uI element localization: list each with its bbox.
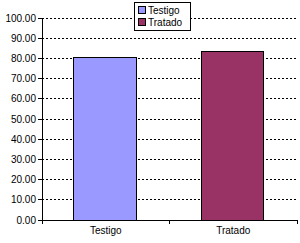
y-tick — [38, 38, 42, 39]
legend-swatch — [138, 18, 145, 25]
y-tick-label: 70.00 — [11, 73, 36, 84]
y-tick-label: 30.00 — [11, 154, 36, 165]
y-tick — [38, 199, 42, 200]
y-tick — [38, 18, 42, 19]
grid-line — [42, 38, 297, 39]
y-tick-label: 90.00 — [11, 33, 36, 44]
bars — [74, 52, 264, 220]
bar — [74, 58, 136, 220]
legend-swatch — [138, 6, 145, 13]
y-tick — [38, 119, 42, 120]
chart-container: 0.00 10.00 20.00 30.00 40.00 50.00 60.00 70.00 8… — [0, 0, 300, 243]
bar — [201, 52, 263, 220]
y-tick-label: 0.00 — [17, 215, 37, 226]
y-tick-label: 40.00 — [11, 134, 36, 145]
x-tick — [169, 220, 170, 224]
x-tick — [297, 220, 298, 224]
y-tick-label: 20.00 — [11, 174, 36, 185]
x-tick-label: Testigo — [90, 225, 122, 236]
y-tick-label: 60.00 — [11, 93, 36, 104]
y-tick-label: 10.00 — [11, 194, 36, 205]
x-tick-label: Tratado — [216, 225, 251, 236]
y-tick — [38, 98, 42, 99]
y-axis — [42, 18, 43, 220]
y-tick — [38, 58, 42, 59]
y-tick-label: 50.00 — [11, 114, 36, 125]
y-tick-label: 100.00 — [5, 13, 36, 24]
y-tick — [38, 139, 42, 140]
x-tick — [42, 220, 43, 224]
y-tick — [38, 159, 42, 160]
legend-label: Testigo — [148, 5, 180, 16]
legend-label: Tratado — [148, 17, 183, 28]
y-tick — [38, 179, 42, 180]
legend-box — [134, 2, 190, 30]
y-tick — [38, 220, 42, 221]
y-tick-label: 80.00 — [11, 53, 36, 64]
y-tick — [38, 78, 42, 79]
chart-svg: 0.00 10.00 20.00 30.00 40.00 50.00 60.00 70.00 8… — [0, 0, 300, 243]
